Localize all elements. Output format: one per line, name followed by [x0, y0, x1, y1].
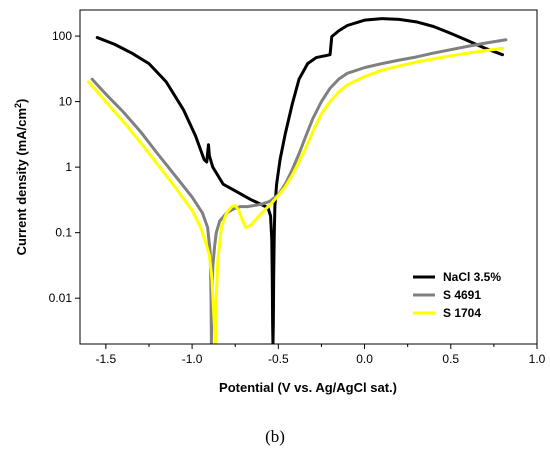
legend-label: S 1704: [443, 306, 481, 320]
series-line-2: [90, 38, 508, 344]
x-tick-label: 1.0: [529, 352, 546, 366]
x-tick-label: 0.5: [442, 352, 459, 366]
y-axis-title-main: Current density (mA/cm: [14, 108, 29, 255]
y-tick-label: 1: [65, 160, 72, 174]
legend-label: S 4691: [443, 288, 481, 302]
x-axis-title: Potential (V vs. Ag/AgCl sat.): [219, 380, 397, 395]
series-line-3: [87, 46, 505, 344]
x-tick-label: -1.5: [96, 352, 117, 366]
y-axis-title: Current density (mA/cm2): [13, 99, 29, 256]
y-axis-title-superscript: 2: [13, 103, 23, 108]
legend-label: NaCl 3.5%: [443, 270, 501, 284]
series-layer: [87, 17, 508, 344]
y-axis: 0.01 0.1 1 10 100: [49, 29, 80, 305]
x-tick-label: -1.0: [182, 352, 203, 366]
x-tick-label: 0.0: [356, 352, 373, 366]
x-tick-label: -0.5: [268, 352, 289, 366]
panel-label: (b): [265, 427, 285, 446]
legend: NaCl 3.5% S 4691 S 1704: [413, 270, 501, 320]
x-axis: -1.5 -1.0 -0.5 0.0 0.5 1.0: [96, 344, 546, 366]
y-tick-label: 10: [59, 95, 73, 109]
series-line-1: [95, 17, 505, 344]
y-tick-label: 100: [52, 29, 72, 43]
y-tick-label: 0.01: [49, 291, 73, 305]
y-axis-title-close: ): [14, 99, 29, 103]
plot-frame: [79, 9, 538, 345]
y-tick-label: 0.1: [55, 226, 72, 240]
